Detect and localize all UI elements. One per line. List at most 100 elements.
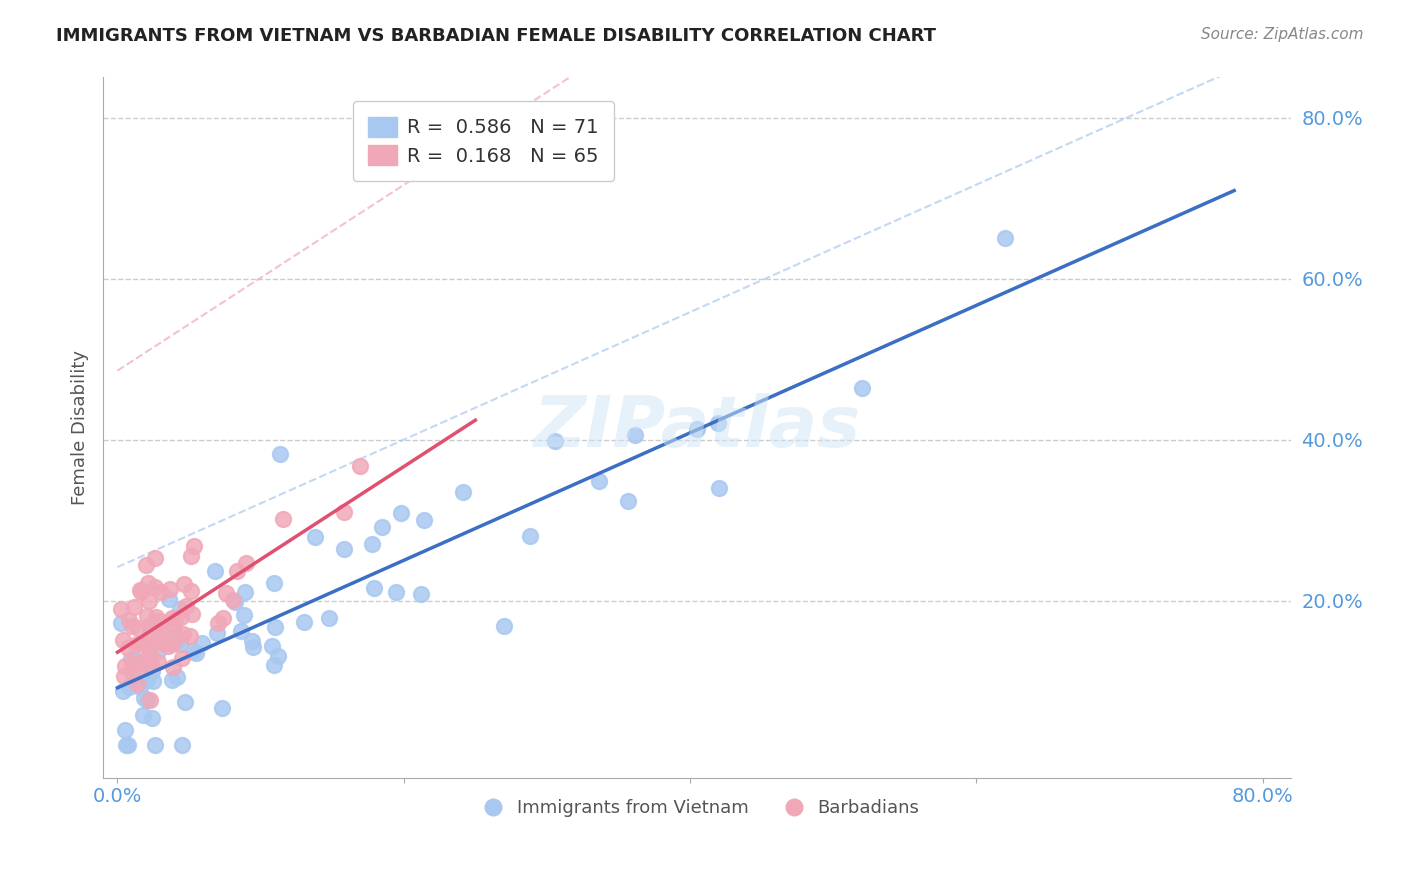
Point — [409, 586, 432, 600]
Point — [231, 624, 253, 639]
Point — [165, 611, 187, 625]
Point — [160, 673, 183, 688]
Point — [135, 673, 157, 687]
Point — [128, 656, 150, 670]
Point — [389, 507, 412, 521]
Point — [174, 695, 197, 709]
Point — [172, 627, 194, 641]
Point — [260, 639, 283, 653]
Point — [181, 607, 204, 622]
Point — [685, 422, 707, 436]
Point — [240, 633, 263, 648]
Point — [146, 614, 169, 628]
Point — [110, 615, 132, 630]
Point — [413, 513, 436, 527]
Point — [212, 611, 235, 625]
Point — [170, 739, 193, 753]
Point — [349, 459, 371, 474]
Point — [162, 660, 184, 674]
Point — [385, 584, 408, 599]
Point — [451, 485, 474, 500]
Point — [122, 668, 145, 682]
Point — [263, 657, 285, 672]
Point — [232, 607, 254, 622]
Point — [131, 585, 153, 599]
Point — [183, 539, 205, 553]
Point — [318, 610, 340, 624]
Point — [145, 610, 167, 624]
Point — [360, 537, 382, 551]
Point — [263, 575, 285, 590]
Point — [180, 584, 202, 599]
Point — [152, 615, 174, 629]
Point — [709, 481, 731, 495]
Point — [163, 629, 186, 643]
Point — [169, 602, 191, 616]
Point — [264, 620, 287, 634]
Point — [124, 652, 146, 666]
Y-axis label: Female Disability: Female Disability — [72, 350, 89, 505]
Point — [271, 512, 294, 526]
Point — [221, 592, 243, 607]
Point — [125, 637, 148, 651]
Point — [544, 434, 567, 448]
Point — [122, 600, 145, 615]
Point — [204, 564, 226, 578]
Point — [994, 231, 1017, 245]
Point — [135, 608, 157, 623]
Point — [170, 651, 193, 665]
Point — [138, 647, 160, 661]
Point — [117, 641, 139, 656]
Point — [128, 582, 150, 597]
Point — [184, 646, 207, 660]
Point — [141, 664, 163, 678]
Point — [157, 592, 180, 607]
Text: ZIPatlas: ZIPatlas — [534, 393, 860, 462]
Point — [114, 669, 136, 683]
Text: Source: ZipAtlas.com: Source: ZipAtlas.com — [1201, 27, 1364, 42]
Point — [138, 636, 160, 650]
Point — [191, 636, 214, 650]
Point — [332, 541, 354, 556]
Point — [519, 529, 541, 543]
Point — [494, 619, 516, 633]
Point — [118, 613, 141, 627]
Point — [114, 659, 136, 673]
Point — [162, 617, 184, 632]
Point — [173, 576, 195, 591]
Point — [180, 549, 202, 564]
Point — [117, 739, 139, 753]
Point — [225, 564, 247, 578]
Point — [128, 680, 150, 694]
Point — [148, 655, 170, 669]
Point — [118, 680, 141, 694]
Point — [370, 519, 392, 533]
Point — [617, 493, 640, 508]
Point — [127, 676, 149, 690]
Point — [143, 551, 166, 566]
Point — [156, 639, 179, 653]
Point — [132, 691, 155, 706]
Point — [132, 708, 155, 723]
Point — [166, 634, 188, 648]
Point — [145, 615, 167, 630]
Point — [292, 615, 315, 629]
Point — [135, 692, 157, 706]
Point — [207, 615, 229, 630]
Point — [131, 636, 153, 650]
Point — [114, 739, 136, 753]
Point — [135, 558, 157, 572]
Point — [138, 576, 160, 591]
Point — [235, 556, 257, 570]
Point — [181, 644, 204, 658]
Point — [169, 637, 191, 651]
Point — [121, 618, 143, 632]
Point — [139, 657, 162, 672]
Point — [163, 627, 186, 641]
Text: IMMIGRANTS FROM VIETNAM VS BARBADIAN FEMALE DISABILITY CORRELATION CHART: IMMIGRANTS FROM VIETNAM VS BARBADIAN FEM… — [56, 27, 936, 45]
Point — [233, 585, 256, 599]
Point — [269, 447, 291, 461]
Point — [128, 663, 150, 677]
Point — [132, 654, 155, 668]
Legend: Immigrants from Vietnam, Barbadians: Immigrants from Vietnam, Barbadians — [468, 792, 927, 824]
